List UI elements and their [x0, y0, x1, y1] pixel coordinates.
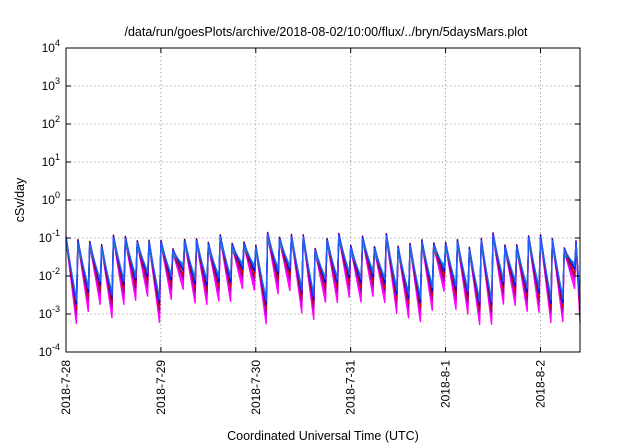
y-tick-label-exponent: 4 — [55, 38, 60, 48]
x-tick-label: 2018-8-1 — [439, 360, 453, 408]
y-tick-label-base: 10 — [39, 231, 53, 245]
y-tick-label-base: 10 — [42, 79, 56, 93]
x-tick-label: 2018-7-31 — [344, 360, 358, 415]
x-axis: 2018-7-28 2018-7-29 2018-7-30 2018-7-31 2018… — [59, 48, 547, 415]
grid — [66, 48, 580, 352]
x-tick-label: 2018-7-29 — [154, 360, 168, 415]
y-tick-label-base: 10 — [42, 193, 56, 207]
series-line — [65, 233, 581, 303]
y-tick-label-base: 10 — [42, 117, 56, 131]
y-tick-label: 102 — [42, 114, 60, 131]
y-tick-label-exponent: 1 — [55, 152, 60, 162]
y-tick-label: 100 — [42, 190, 60, 207]
y-tick-label: 10-1 — [39, 228, 60, 245]
y-tick-label: 10-3 — [39, 304, 60, 321]
x-tick-label: 2018-7-28 — [59, 360, 73, 415]
y-tick-label-exponent: 0 — [55, 190, 60, 200]
y-tick-label: 103 — [42, 76, 60, 93]
chart-title: /data/run/goesPlots/archive/2018-08-02/1… — [124, 25, 528, 39]
y-tick-label-base: 10 — [39, 307, 53, 321]
x-tick-label: 2018-7-30 — [249, 360, 263, 415]
y-tick-label-exponent: 3 — [55, 76, 60, 86]
y-axis-label: cSv/day — [13, 177, 27, 222]
y-tick-label-base: 10 — [39, 269, 53, 283]
y-tick-label-exponent: -3 — [52, 304, 60, 314]
y-tick-label-base: 10 — [42, 41, 56, 55]
y-tick-label-base: 10 — [39, 345, 53, 359]
series-layer — [65, 231, 581, 326]
y-tick-label-exponent: 2 — [55, 114, 60, 124]
y-tick-label-exponent: -4 — [52, 342, 60, 352]
y-tick-label-base: 10 — [42, 155, 56, 169]
y-tick-label: 10-2 — [39, 266, 60, 283]
y-tick-label-exponent: -1 — [52, 228, 60, 238]
x-tick-label: 2018-8-2 — [533, 360, 547, 408]
y-tick-label: 10-4 — [39, 342, 60, 359]
x-axis-label: Coordinated Universal Time (UTC) — [227, 429, 419, 443]
y-tick-label-exponent: -2 — [52, 266, 60, 276]
y-tick-label: 101 — [42, 152, 60, 169]
y-tick-label: 104 — [42, 38, 60, 55]
